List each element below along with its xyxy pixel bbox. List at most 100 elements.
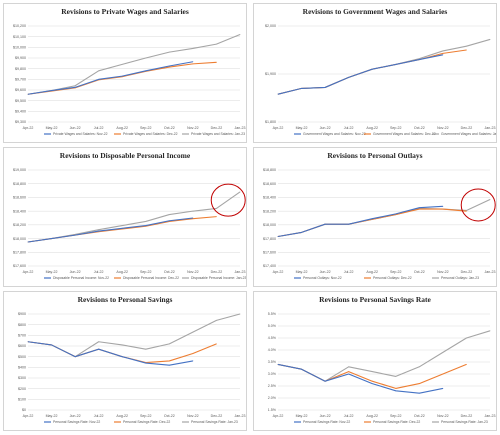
data-point (348, 366, 350, 368)
x-tick-label: May-22 (46, 270, 58, 274)
legend-label: Government Wages and Salaries: Nov-22 (303, 132, 366, 136)
y-tick-label: $18,800 (13, 182, 26, 186)
y-tick-label: $1,900 (265, 72, 276, 76)
x-tick-label: Apr-22 (273, 126, 284, 130)
data-point (239, 313, 241, 315)
data-point (121, 75, 123, 77)
series-line (27, 217, 193, 243)
y-tick-label: $17,400 (263, 264, 276, 268)
y-tick-label: $100 (18, 398, 26, 402)
data-point (395, 388, 397, 389)
data-point (121, 225, 123, 226)
y-tick-label: $300 (18, 376, 26, 380)
x-tick-label: May-22 (296, 414, 308, 418)
highlight-circle (210, 183, 246, 217)
legend-label: Personal Savings Rate: Jan-23 (191, 420, 238, 424)
x-tick-label: Sep-22 (390, 126, 402, 130)
x-tick-label: Jul-22 (344, 414, 354, 418)
x-tick-label: May-22 (46, 126, 58, 130)
legend-label: Personal Savings Rate: Jan-23 (441, 420, 488, 424)
series-line (277, 208, 467, 238)
data-point (98, 348, 100, 350)
chart-title: Revisions to Personal Savings (77, 295, 173, 304)
legend-label: Government Wages and Salaries: Jan-23 (441, 132, 497, 136)
data-point (98, 230, 100, 232)
data-point (418, 392, 420, 394)
data-point (442, 52, 444, 54)
data-point (371, 383, 373, 384)
data-point (371, 68, 373, 70)
data-point (98, 229, 100, 231)
x-tick-label: Jun-22 (70, 270, 81, 274)
x-tick-label: Jan-23 (235, 414, 246, 418)
y-tick-label: $9,800 (15, 67, 26, 71)
x-tick-label: Jun-22 (320, 270, 331, 274)
data-point (216, 343, 217, 345)
legend-label: Disposable Personal Income: Nov-22 (53, 276, 109, 280)
data-point (168, 65, 170, 67)
y-tick-label: 2.0% (268, 396, 277, 400)
chart-title: Revisions to Personal Savings Rate (319, 295, 431, 304)
data-point (442, 352, 444, 353)
data-point (239, 34, 241, 35)
data-point (121, 227, 123, 229)
data-point (348, 371, 350, 372)
x-tick-label: Jun-22 (70, 414, 81, 418)
chart-plot: 1.5% 2.0% 2.5% 3.0% 3.5% 4.0% 4.5% 5.0% 5.5% Apr-… (268, 312, 496, 424)
data-point (277, 364, 279, 365)
y-tick-label: $800 (18, 323, 26, 327)
x-tick-label: Oct-22 (164, 270, 175, 274)
highlight-circle (460, 188, 496, 222)
x-tick-label: Aug-22 (116, 270, 128, 274)
x-tick-label: Apr-22 (23, 270, 34, 274)
series-line (277, 49, 467, 95)
x-tick-label: Dec-22 (211, 270, 223, 274)
chart-title: Revisions to Private Wages and Salaries (61, 7, 189, 16)
data-point (442, 388, 444, 389)
y-tick-label: $600 (18, 344, 26, 348)
legend-label: Personal Outlays: Nov-22 (303, 276, 342, 280)
x-tick-label: Nov-22 (437, 126, 449, 130)
y-tick-label: $17,800 (13, 250, 26, 254)
x-tick-label: Jul-22 (344, 126, 354, 130)
x-tick-label: Sep-22 (390, 414, 402, 418)
chart-title: Revisions to Disposable Personal Income (59, 151, 191, 160)
data-point (466, 49, 467, 51)
y-tick-label: $17,600 (13, 264, 26, 268)
data-point (442, 50, 444, 52)
data-point (395, 64, 397, 65)
chart-panel: Revisions to Disposable Personal Income $… (3, 147, 247, 287)
legend-label: Private Wages and Salaries: Dec-22 (123, 132, 178, 136)
x-tick-label: Sep-22 (140, 414, 152, 418)
y-tick-label: $18,200 (263, 209, 276, 213)
legend-label: Personal Savings Rate: Nov-22 (53, 420, 100, 424)
data-point (145, 225, 147, 226)
data-point (348, 76, 350, 78)
data-point (466, 364, 467, 365)
data-point (168, 214, 170, 215)
chart-plot: $9,300 $9,400 $9,500 $9,600 $9,700 $9,800 $9,9… (13, 24, 246, 136)
x-tick-label: Sep-22 (140, 126, 152, 130)
data-point (192, 331, 194, 333)
x-tick-label: Jul-22 (94, 270, 104, 274)
series-line (277, 198, 491, 238)
data-point (489, 199, 491, 200)
data-point (277, 236, 279, 237)
chart-title: Revisions to Personal Outlays (327, 151, 423, 160)
data-point (51, 238, 52, 239)
data-point (168, 51, 170, 53)
data-point (192, 48, 194, 49)
y-tick-label: $10,000 (13, 46, 26, 50)
data-point (168, 220, 170, 222)
data-point (395, 390, 397, 392)
y-tick-label: $400 (18, 366, 26, 370)
data-point (418, 366, 420, 368)
series-line (27, 341, 193, 366)
data-point (145, 70, 147, 72)
x-tick-label: Oct-22 (164, 126, 175, 130)
data-point (168, 364, 170, 366)
y-tick-label: $17,600 (263, 250, 276, 254)
x-tick-label: Nov-22 (437, 270, 449, 274)
data-point (168, 343, 170, 345)
